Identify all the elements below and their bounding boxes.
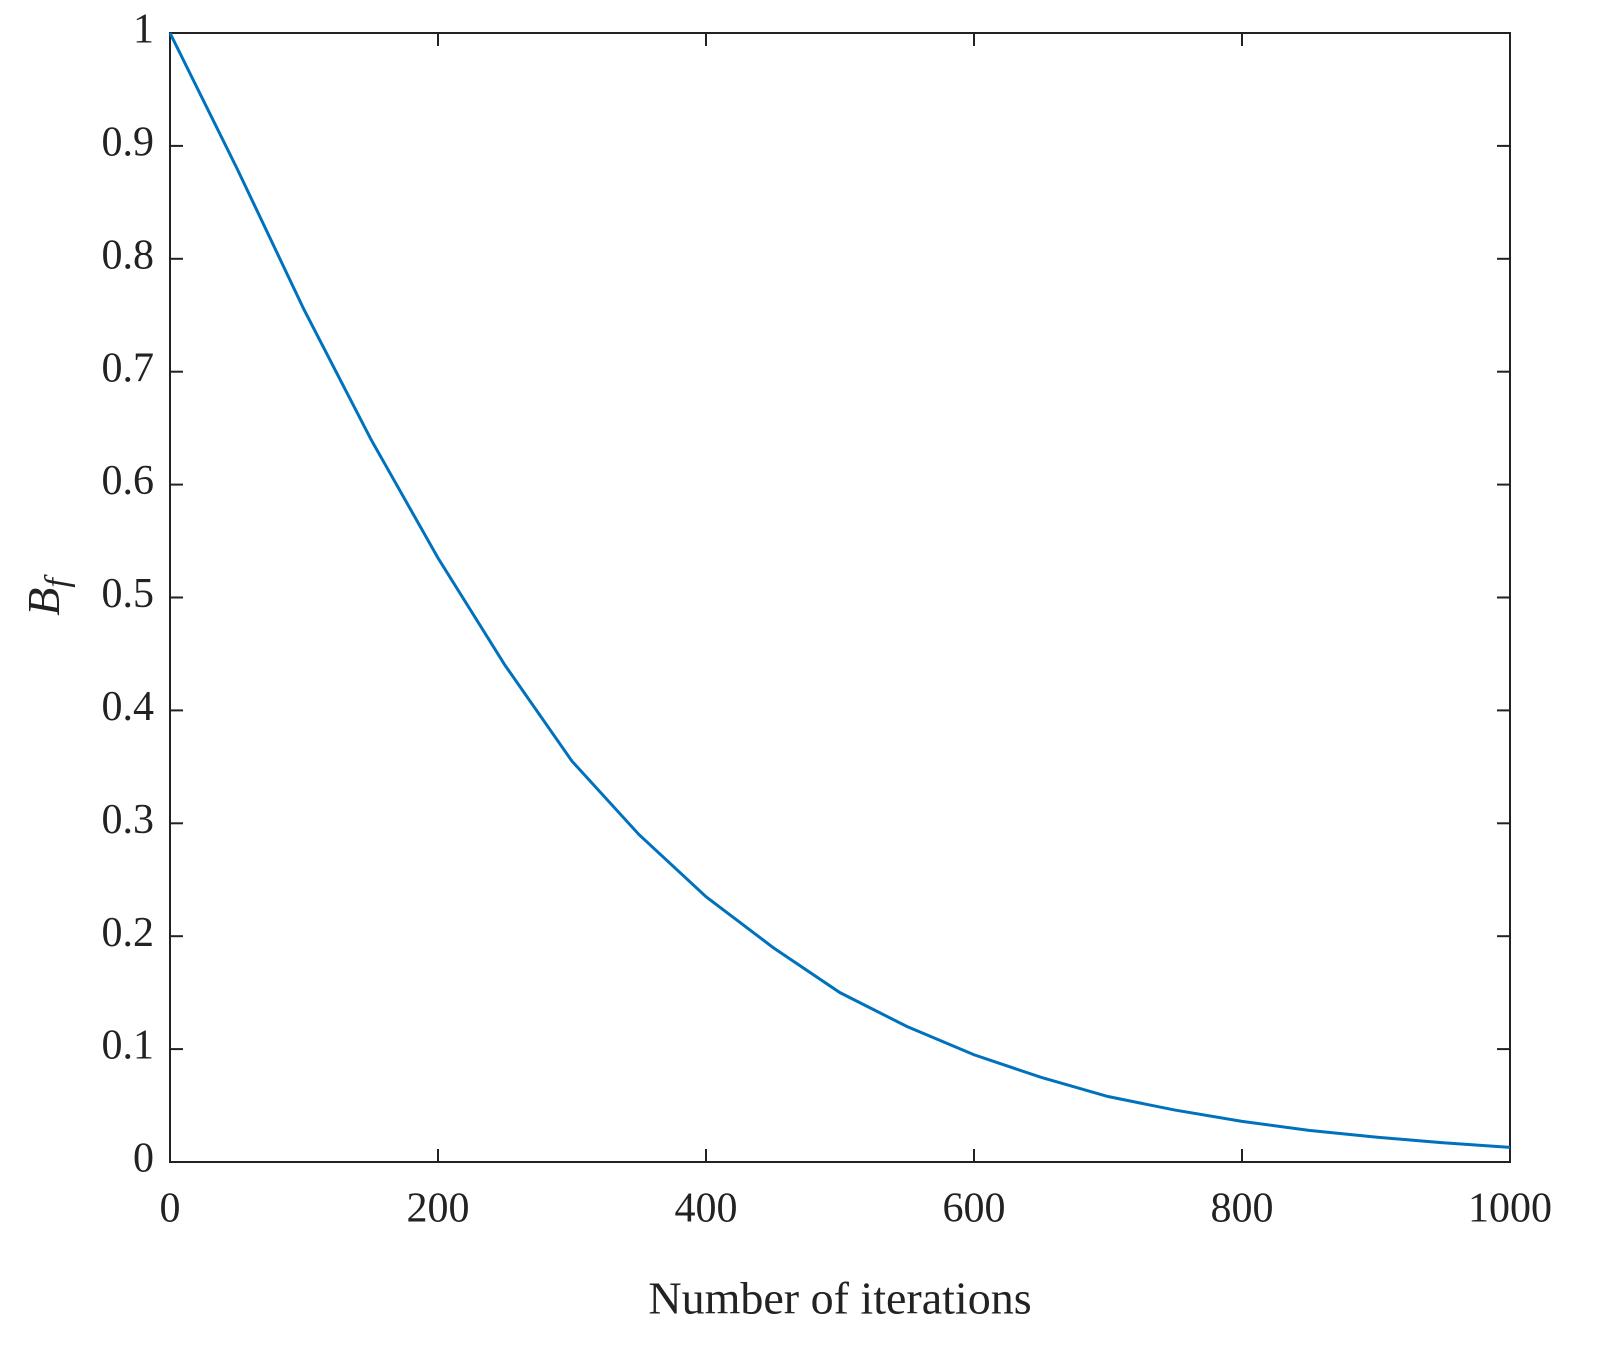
- y-tick-label: 0.1: [102, 1023, 155, 1069]
- y-tick-label: 0.2: [102, 910, 155, 956]
- y-tick-label: 0.8: [102, 232, 155, 278]
- y-tick-label: 0: [133, 1136, 154, 1182]
- y-tick-label: 0.7: [102, 345, 155, 391]
- x-tick-label: 400: [675, 1186, 738, 1232]
- y-axis-label: Bf: [18, 574, 76, 616]
- x-tick-label: 800: [1211, 1186, 1274, 1232]
- y-tick-label: 0.5: [102, 571, 155, 617]
- x-tick-label: 1000: [1468, 1186, 1552, 1232]
- y-tick-label: 0.6: [102, 458, 155, 504]
- y-axis-label-base: B: [18, 588, 69, 616]
- y-tick-label: 0.3: [102, 797, 155, 843]
- y-tick-label: 1: [133, 7, 154, 53]
- x-tick-label: 200: [407, 1186, 470, 1232]
- data-line: [168, 32, 1511, 1149]
- x-tick-label: 600: [943, 1186, 1006, 1232]
- x-tick-label: 0: [160, 1186, 181, 1232]
- y-axis-label-subscript: f: [39, 574, 76, 588]
- y-tick-label: 0.9: [102, 120, 155, 166]
- x-axis-label: Number of iterations: [648, 1273, 1031, 1324]
- y-tick-label: 0.4: [102, 684, 155, 730]
